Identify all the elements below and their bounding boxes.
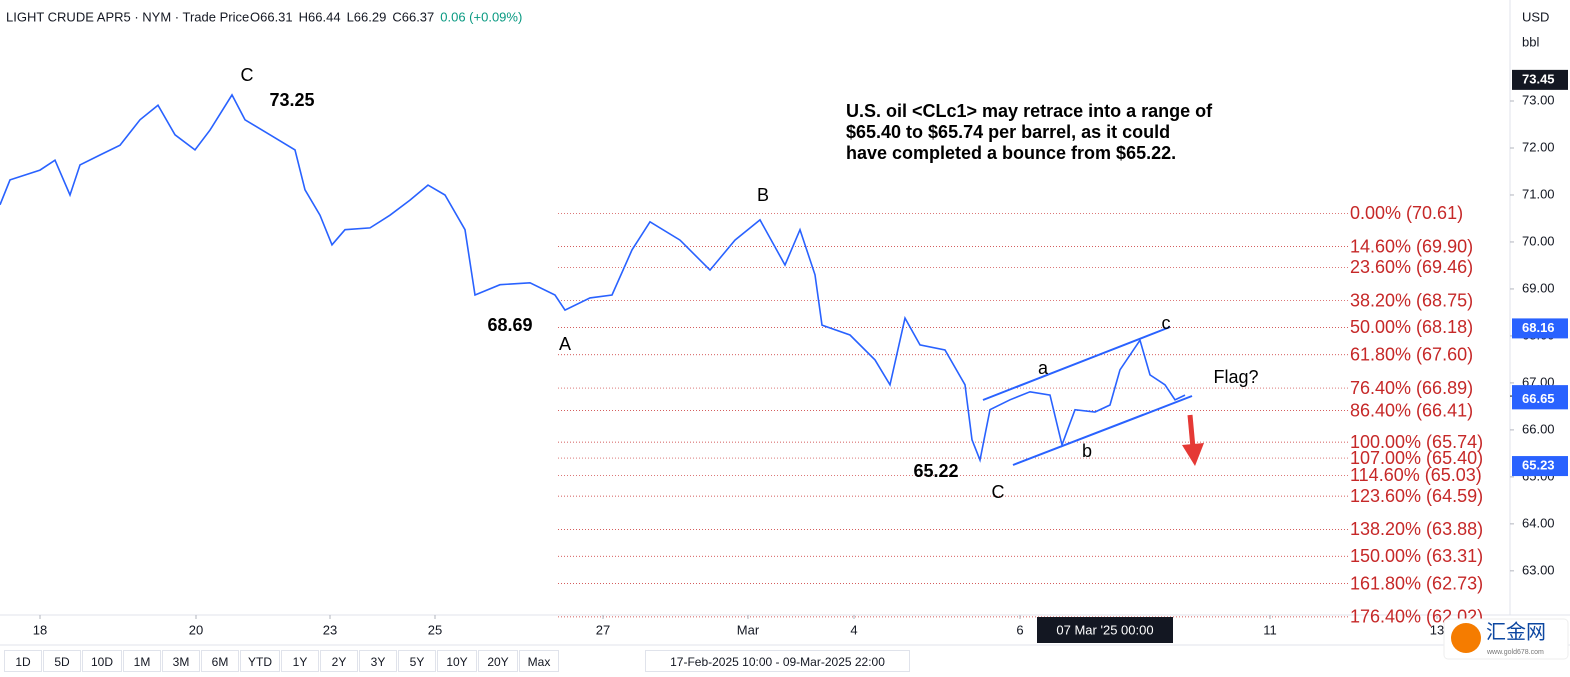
date-range[interactable]: 17-Feb-2025 10:00 - 09-Mar-2025 22:00 [645, 650, 910, 672]
wave-label: 73.25 [269, 90, 314, 110]
range-button[interactable]: 3Y [359, 650, 397, 672]
ohlc-value: L66.29 [347, 9, 387, 24]
channel-line [982, 326, 1171, 401]
range-button[interactable]: 10D [82, 650, 122, 672]
x-tick-label: 11 [1263, 622, 1277, 637]
price-tag [1512, 69, 1568, 90]
x-tick-label: 13 [1430, 622, 1444, 637]
range-button[interactable]: Max [519, 650, 559, 672]
wave-label: c [1162, 313, 1171, 333]
fib-label: 76.40% (66.89) [1350, 378, 1473, 398]
wave-label: B [757, 185, 769, 205]
range-button[interactable]: 1D [4, 650, 42, 672]
range-button[interactable]: YTD [240, 650, 280, 672]
wave-label: 68.69 [487, 315, 532, 335]
logo-url: www.gold678.com [1486, 649, 1544, 656]
wave-label: C [241, 65, 254, 85]
channel-line [1012, 395, 1193, 466]
crosshair-tag [1037, 617, 1173, 643]
arrow-head [1182, 443, 1204, 466]
logo-icon [1451, 623, 1481, 653]
fib-label: 123.60% (64.59) [1350, 486, 1483, 506]
price-tag [1512, 456, 1568, 477]
plot: 0.00% (70.61) 14.60% (69.90)23.60% (69.46… [0, 93, 1483, 627]
fib-label: 86.40% (66.41) [1350, 400, 1473, 420]
y-tick-label: 63.00 [1522, 562, 1555, 577]
wave-label: a [1038, 358, 1049, 378]
price-tag [1512, 389, 1568, 410]
ohlc-value: 0.06 (+0.09%) [440, 9, 522, 24]
fib-label: 0.00% (70.61) [1350, 203, 1463, 223]
range-button[interactable]: 1Y [281, 650, 319, 672]
symbol: LIGHT CRUDE APR5 · NYM · Trade Price [6, 9, 249, 24]
x-tick-label: 6 [1016, 622, 1023, 637]
price-line [0, 93, 1186, 463]
fib-label: 114.60% (65.03) [1350, 465, 1482, 485]
fib-label: 14.60% (69.90) [1350, 236, 1473, 256]
ohlc-value: H66.44 [299, 9, 341, 24]
ohlc-value: C66.37 [392, 9, 434, 24]
x-tick-label: 20 [189, 622, 203, 637]
y-tick-label: 66.00 [1522, 421, 1555, 436]
fib-label: 138.20% (63.88) [1350, 519, 1483, 539]
x-tick-label: 27 [596, 622, 610, 637]
x-tick-label: 4 [850, 622, 857, 637]
y-tick-label: 72.00 [1522, 139, 1555, 154]
wave-label: C [992, 482, 1005, 502]
range-button[interactable]: 1M [123, 650, 161, 672]
unit[interactable]: bbl [1522, 34, 1539, 49]
wave-label: A [559, 334, 571, 354]
range-button[interactable]: 3M [162, 650, 200, 672]
x-tick-label: 18 [33, 622, 47, 637]
price-tag-label: 65.23 [1522, 458, 1555, 473]
wave-label: Flag? [1213, 367, 1258, 387]
y-tick-label: 71.00 [1522, 186, 1555, 201]
x-tick-label: Mar [737, 622, 760, 637]
price-tag-label: 73.45 [1522, 71, 1555, 86]
fib-label: 61.80% (67.60) [1350, 344, 1473, 364]
range-button[interactable]: 10Y [437, 650, 477, 672]
x-tick-label: 25 [428, 622, 442, 637]
range-button[interactable]: 5Y [398, 650, 436, 672]
note-line: $65.40 to $65.74 per barrel, as it could [846, 122, 1170, 142]
y-tick-label: 69.00 [1522, 280, 1555, 295]
y-tick-label: 70.00 [1522, 233, 1555, 248]
currency[interactable]: USD [1522, 9, 1549, 24]
y-tick-label: 64.00 [1522, 515, 1555, 530]
range-button[interactable]: 2Y [320, 650, 358, 672]
arrow [1187, 414, 1196, 449]
crosshair-label: 07 Mar '25 00:00 [1056, 622, 1153, 637]
x-tick-label: 23 [323, 622, 337, 637]
y-tick-label: 73.00 [1522, 92, 1555, 107]
fib-label: 100.00% (65.74) [1350, 432, 1483, 452]
fib-label: 38.20% (68.75) [1350, 290, 1473, 310]
wave-label: 65.22 [913, 461, 958, 481]
note-line: have completed a bounce from $65.22. [846, 143, 1176, 163]
fib-label: 161.80% (62.73) [1350, 573, 1483, 593]
fib-label: 23.60% (69.46) [1350, 257, 1473, 277]
note-line: U.S. oil <CLc1> may retrace into a range… [846, 101, 1213, 121]
price-tag [1512, 318, 1568, 339]
ohlc-value: O66.31 [250, 9, 293, 24]
range-button[interactable]: 20Y [478, 650, 518, 672]
price-tag-label: 66.65 [1522, 391, 1555, 406]
range-button[interactable]: 5D [43, 650, 81, 672]
wave-label: b [1082, 441, 1092, 461]
logo: 汇金网 [1486, 620, 1546, 643]
range-button[interactable]: 6M [201, 650, 239, 672]
fib-label: 150.00% (63.31) [1350, 546, 1483, 566]
price-tag-label: 68.16 [1522, 320, 1555, 335]
fib-label: 107.00% (65.40) [1350, 448, 1483, 468]
fib-label: 50.00% (68.18) [1350, 317, 1473, 337]
